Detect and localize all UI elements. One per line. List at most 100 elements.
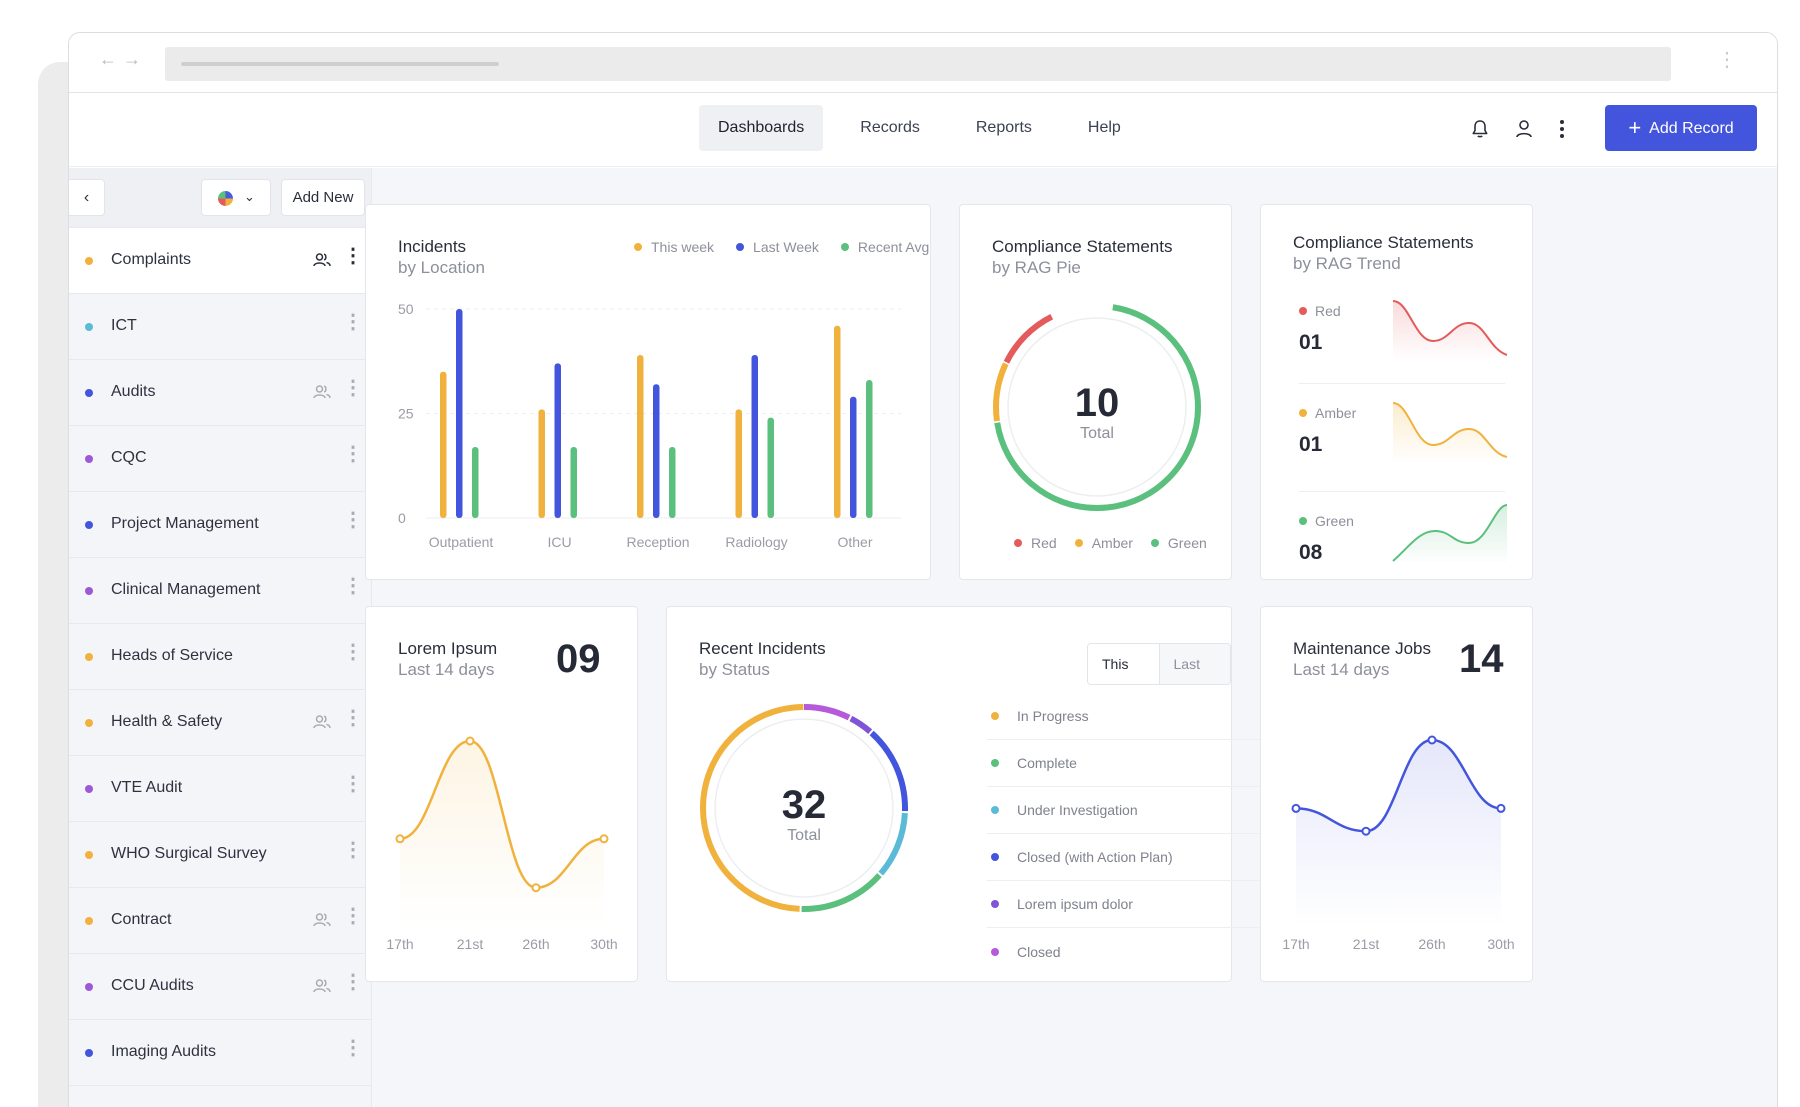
item-more-icon[interactable]: ⋮	[343, 707, 363, 729]
item-more-icon[interactable]: ⋮	[343, 509, 363, 531]
bar-this-week[interactable]	[735, 409, 743, 518]
user-icon[interactable]	[1515, 119, 1533, 139]
compliance-pie-title: Compliance Statements	[992, 237, 1173, 256]
item-more-icon[interactable]: ⋮	[343, 641, 363, 663]
x-tick-label: 17th	[1282, 936, 1309, 952]
bar-recent-avg[interactable]	[669, 446, 676, 518]
line-point[interactable]	[1361, 826, 1371, 836]
browser-menu-icon[interactable]: ⋮	[1717, 49, 1737, 71]
sidebar-item-label: Complaints	[111, 251, 192, 268]
sidebar-item[interactable]: Audits ⋮	[69, 360, 371, 426]
item-more-icon[interactable]: ⋮	[343, 575, 363, 597]
sidebar-item[interactable]: Heads of Service ⋮	[69, 624, 371, 690]
compliance-total-label: Total	[1080, 425, 1114, 442]
item-more-icon[interactable]: ⋮	[343, 905, 363, 927]
item-more-icon[interactable]: ⋮	[343, 311, 363, 333]
item-more-icon[interactable]: ⋮	[343, 443, 363, 465]
bar-last-week[interactable]	[751, 354, 759, 518]
trend-row-amber: Amber 01	[1299, 405, 1539, 457]
tab-records[interactable]: Records	[860, 119, 920, 136]
users-icon[interactable]	[313, 978, 331, 999]
add-record-button[interactable]: + Add Record	[1605, 105, 1757, 151]
item-more-icon[interactable]: ⋮	[343, 971, 363, 993]
legend-dot	[1014, 539, 1022, 547]
bar-recent-avg[interactable]	[472, 446, 479, 518]
incidents-subtitle: by Location	[398, 258, 485, 277]
status-row[interactable]: Under Investigation03	[987, 787, 1279, 834]
item-more-icon[interactable]: ⋮	[343, 377, 363, 399]
users-icon[interactable]	[313, 912, 331, 933]
bar-this-week[interactable]	[834, 325, 841, 518]
line-point[interactable]	[465, 736, 475, 746]
bar-recent-avg[interactable]	[866, 380, 873, 518]
status-row[interactable]: In Progress05	[987, 693, 1279, 740]
bell-icon[interactable]	[1471, 119, 1489, 139]
bar-this-week[interactable]	[440, 371, 447, 518]
legend-recent-avg[interactable]: Recent Avg	[840, 239, 929, 255]
sidebar-item-label: CQC	[111, 449, 147, 466]
item-more-icon[interactable]: ⋮	[343, 245, 363, 267]
line-point[interactable]	[1291, 803, 1301, 813]
x-tick-label: Reception	[626, 534, 689, 550]
address-bar[interactable]	[165, 47, 1671, 81]
sidebar-item[interactable]: Clinical Management ⋮	[69, 558, 371, 624]
maintenance-title: Maintenance Jobs	[1293, 639, 1431, 658]
bar-last-week[interactable]	[554, 363, 562, 518]
color-filter-dropdown[interactable]: ⌄	[201, 179, 271, 216]
sidebar-item[interactable]: Contract ⋮	[69, 888, 371, 954]
line-area	[1296, 740, 1501, 927]
legend-label: Amber	[1091, 535, 1133, 551]
legend-amber[interactable]: Amber	[1074, 535, 1133, 551]
line-point[interactable]	[531, 883, 541, 893]
sidebar-item[interactable]: ICT ⋮	[69, 294, 371, 360]
item-more-icon[interactable]: ⋮	[343, 773, 363, 795]
bar-this-week[interactable]	[637, 354, 644, 518]
sidebar-item[interactable]: Project Management ⋮	[69, 492, 371, 558]
legend-this-week[interactable]: This week	[634, 239, 714, 255]
this-week-toggle[interactable]: This Week	[1088, 644, 1160, 684]
item-more-icon[interactable]: ⋮	[343, 1037, 363, 1059]
status-row[interactable]: Closed12	[987, 928, 1279, 975]
bar-this-week[interactable]	[538, 409, 546, 518]
status-row[interactable]: Closed (with Action Plan)15	[987, 834, 1279, 881]
users-icon[interactable]	[313, 384, 331, 405]
line-point[interactable]	[599, 834, 609, 844]
item-more-icon[interactable]: ⋮	[343, 839, 363, 861]
sidebar-item[interactable]: Health & Safety ⋮	[69, 690, 371, 756]
users-icon[interactable]	[313, 252, 331, 273]
tab-help[interactable]: Help	[1087, 119, 1121, 136]
legend-red[interactable]: Red	[1014, 535, 1057, 551]
sidebar-item-label: Contract	[111, 911, 172, 928]
trend-label: Green	[1299, 513, 1539, 529]
bar-recent-avg[interactable]	[570, 446, 578, 518]
legend-last-week[interactable]: Last Week	[736, 239, 819, 255]
browser-nav-arrows-icon[interactable]: ←→	[99, 49, 147, 69]
line-point[interactable]	[1496, 803, 1506, 813]
bar-last-week[interactable]	[653, 384, 660, 518]
tab-dashboards[interactable]: Dashboards	[699, 105, 824, 151]
legend-green[interactable]: Green	[1150, 535, 1207, 551]
status-row[interactable]: Complete12	[987, 740, 1279, 787]
sidebar-item[interactable]: Complaints ⋮	[69, 228, 371, 294]
tab-reports[interactable]: Reports	[975, 119, 1032, 136]
bar-last-week[interactable]	[456, 309, 463, 518]
legend-dot	[840, 243, 849, 251]
bar-recent-avg[interactable]	[767, 417, 775, 518]
users-icon[interactable]	[313, 714, 331, 735]
line-point[interactable]	[1427, 735, 1437, 745]
status-row[interactable]: Lorem ipsum dolor07	[987, 881, 1279, 928]
last-week-toggle[interactable]: Last Week	[1159, 644, 1230, 684]
sidebar-item[interactable]: Imaging Audits ⋮	[69, 1020, 371, 1086]
trend-dot	[1299, 409, 1307, 417]
more-options-icon[interactable]	[1559, 119, 1565, 139]
sidebar-item[interactable]: WHO Surgical Survey ⋮	[69, 822, 371, 888]
add-new-button[interactable]: Add New	[281, 179, 365, 216]
sidebar-item[interactable]: VTE Audit ⋮	[69, 756, 371, 822]
sidebar-item[interactable]: CQC ⋮	[69, 426, 371, 492]
x-tick-label: 30th	[1487, 936, 1514, 952]
bar-last-week[interactable]	[850, 396, 857, 518]
collapse-sidebar-button[interactable]: ‹	[69, 179, 105, 216]
sidebar-item[interactable]: CCU Audits ⋮	[69, 954, 371, 1020]
line-point[interactable]	[395, 834, 405, 844]
week-toggle: This Week Last Week	[1087, 643, 1231, 685]
